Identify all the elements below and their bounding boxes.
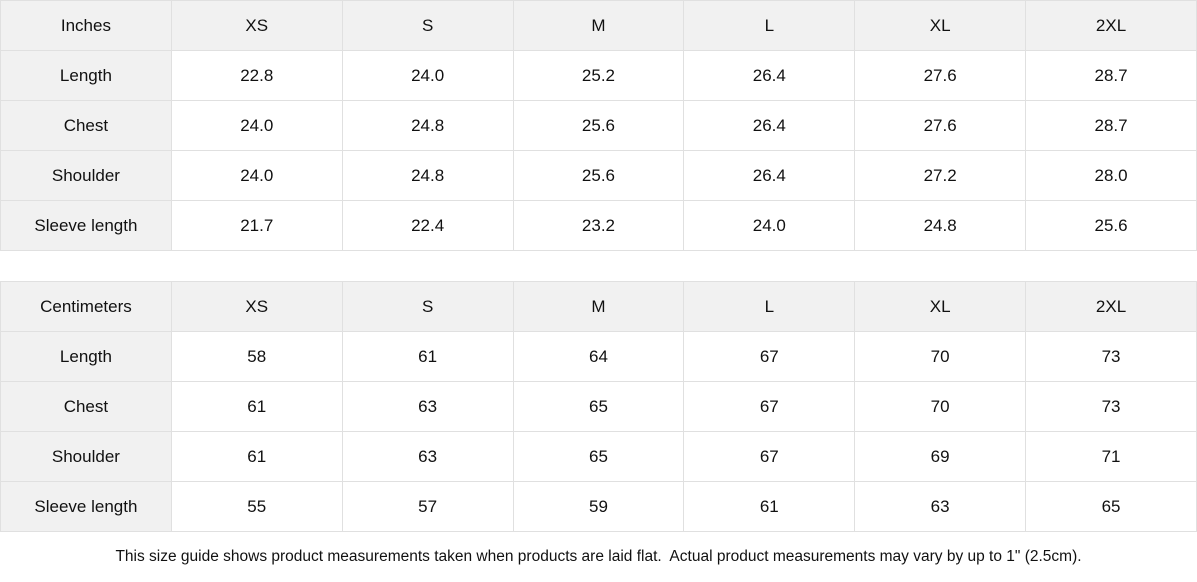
value-cell: 55 — [170, 481, 343, 532]
row-label-cell: Shoulder — [0, 150, 172, 201]
value-cell: 67 — [683, 431, 856, 482]
measurement-row: Sleeve length 21.7 22.4 23.2 24.0 24.8 25.6 — [0, 200, 1197, 251]
value-cell: 61 — [341, 331, 514, 382]
value-cell: 27.6 — [854, 50, 1027, 101]
table-header-row: Centimeters XS S M L XL 2XL — [0, 281, 1197, 332]
measurement-row: Sleeve length 55 57 59 61 63 65 — [0, 481, 1197, 532]
value-cell: 67 — [683, 331, 856, 382]
size-header-cell: 2XL — [1025, 0, 1197, 51]
inches-table-head: Inches XS S M L XL 2XL — [0, 0, 1197, 51]
size-header-cell: S — [341, 0, 514, 51]
row-label-cell: Shoulder — [0, 431, 172, 482]
centimeters-table-body: Length 58 61 64 67 70 73 Chest 61 63 65 67 70 73 Shoul… — [0, 331, 1197, 532]
value-cell: 27.6 — [854, 100, 1027, 151]
value-cell: 23.2 — [512, 200, 685, 251]
value-cell: 28.0 — [1025, 150, 1197, 201]
value-cell: 21.7 — [170, 200, 343, 251]
size-header-cell: 2XL — [1025, 281, 1197, 332]
inches-table-body: Length 22.8 24.0 25.2 26.4 27.6 28.7 Chest 24.0 2… — [0, 50, 1197, 251]
value-cell: 24.8 — [341, 100, 514, 151]
size-header-cell: S — [341, 281, 514, 332]
measurement-row: Chest 61 63 65 67 70 73 — [0, 381, 1197, 432]
inches-table: Inches XS S M L XL 2XL Length 22.8 24.0 25.2 26.4 2… — [0, 0, 1197, 251]
value-cell: 67 — [683, 381, 856, 432]
value-cell: 22.4 — [341, 200, 514, 251]
size-header-cell: XS — [170, 281, 343, 332]
measurement-row: Chest 24.0 24.8 25.6 26.4 27.6 28.7 — [0, 100, 1197, 151]
value-cell: 24.0 — [170, 100, 343, 151]
value-cell: 24.8 — [341, 150, 514, 201]
measurement-row: Length 22.8 24.0 25.2 26.4 27.6 28.7 — [0, 50, 1197, 101]
value-cell: 28.7 — [1025, 50, 1197, 101]
value-cell: 27.2 — [854, 150, 1027, 201]
size-header-cell: L — [683, 0, 856, 51]
value-cell: 24.0 — [683, 200, 856, 251]
value-cell: 26.4 — [683, 150, 856, 201]
value-cell: 65 — [1025, 481, 1197, 532]
table-spacer — [0, 251, 1197, 281]
value-cell: 26.4 — [683, 50, 856, 101]
size-header-cell: M — [512, 281, 685, 332]
value-cell: 73 — [1025, 331, 1197, 382]
value-cell: 65 — [512, 431, 685, 482]
value-cell: 64 — [512, 331, 685, 382]
row-label-cell: Length — [0, 50, 172, 101]
centimeters-table-head: Centimeters XS S M L XL 2XL — [0, 281, 1197, 332]
value-cell: 24.8 — [854, 200, 1027, 251]
value-cell: 25.6 — [512, 100, 685, 151]
size-header-cell: XL — [854, 281, 1027, 332]
measurement-row: Length 58 61 64 67 70 73 — [0, 331, 1197, 382]
value-cell: 63 — [341, 431, 514, 482]
value-cell: 69 — [854, 431, 1027, 482]
row-label-cell: Sleeve length — [0, 481, 172, 532]
table-header-row: Inches XS S M L XL 2XL — [0, 0, 1197, 51]
value-cell: 70 — [854, 331, 1027, 382]
measurement-row: Shoulder 61 63 65 67 69 71 — [0, 431, 1197, 482]
value-cell: 25.6 — [1025, 200, 1197, 251]
value-cell: 59 — [512, 481, 685, 532]
value-cell: 24.0 — [341, 50, 514, 101]
value-cell: 24.0 — [170, 150, 343, 201]
row-label-cell: Length — [0, 331, 172, 382]
size-guide-note: This size guide shows product measuremen… — [0, 532, 1197, 582]
unit-header-cell: Inches — [0, 0, 172, 51]
value-cell: 71 — [1025, 431, 1197, 482]
value-cell: 73 — [1025, 381, 1197, 432]
value-cell: 28.7 — [1025, 100, 1197, 151]
size-header-cell: M — [512, 0, 685, 51]
value-cell: 63 — [854, 481, 1027, 532]
value-cell: 61 — [683, 481, 856, 532]
measurement-row: Shoulder 24.0 24.8 25.6 26.4 27.2 28.0 — [0, 150, 1197, 201]
centimeters-table: Centimeters XS S M L XL 2XL Length 58 61 64 67 70 73… — [0, 281, 1197, 532]
row-label-cell: Sleeve length — [0, 200, 172, 251]
unit-header-cell: Centimeters — [0, 281, 172, 332]
value-cell: 22.8 — [170, 50, 343, 101]
value-cell: 61 — [170, 431, 343, 482]
value-cell: 26.4 — [683, 100, 856, 151]
size-header-cell: L — [683, 281, 856, 332]
value-cell: 58 — [170, 331, 343, 382]
size-header-cell: XL — [854, 0, 1027, 51]
value-cell: 65 — [512, 381, 685, 432]
value-cell: 61 — [170, 381, 343, 432]
value-cell: 70 — [854, 381, 1027, 432]
value-cell: 25.6 — [512, 150, 685, 201]
size-header-cell: XS — [170, 0, 343, 51]
value-cell: 57 — [341, 481, 514, 532]
value-cell: 25.2 — [512, 50, 685, 101]
row-label-cell: Chest — [0, 100, 172, 151]
row-label-cell: Chest — [0, 381, 172, 432]
value-cell: 63 — [341, 381, 514, 432]
